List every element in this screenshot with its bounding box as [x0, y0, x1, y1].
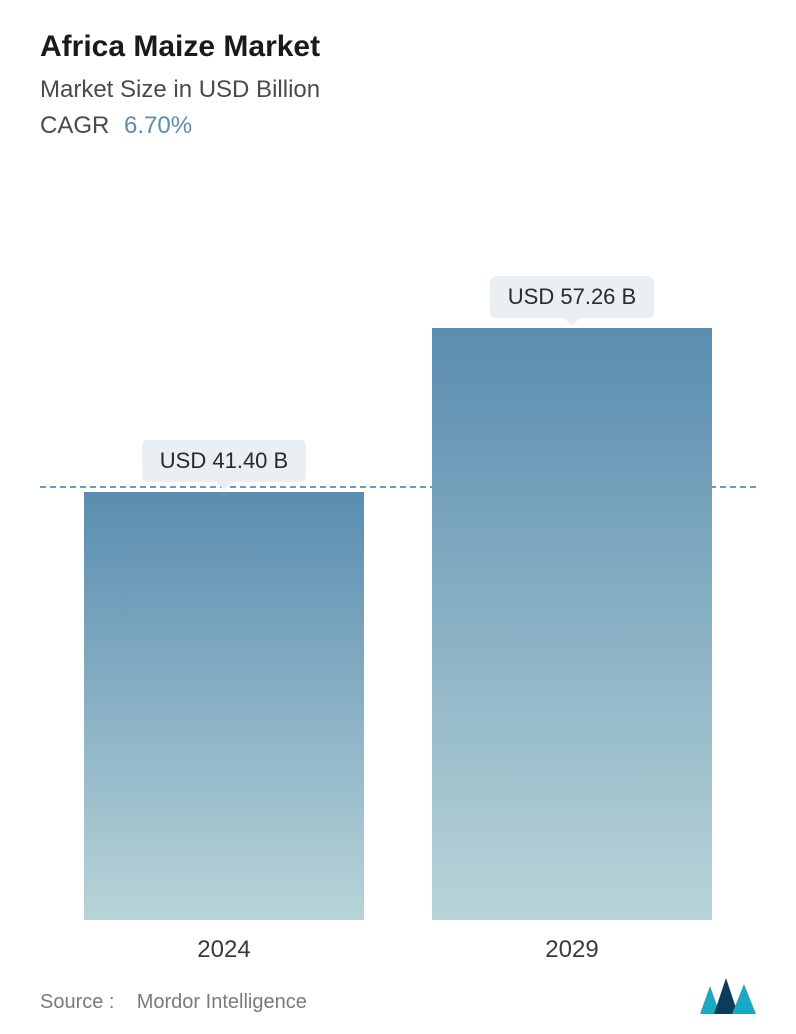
bar [432, 328, 712, 920]
x-axis-label: 2029 [545, 936, 598, 964]
source-name: Mordor Intelligence [137, 991, 307, 1013]
bar [84, 492, 364, 920]
source-text: Source : Mordor Intelligence [40, 991, 307, 1014]
cagr-row: CAGR 6.70% [40, 112, 756, 140]
chart-subtitle: Market Size in USD Billion [40, 76, 756, 104]
chart-footer: Source : Mordor Intelligence [40, 978, 756, 1014]
logo-icon [700, 978, 756, 1014]
value-badge: USD 41.40 B [142, 440, 306, 482]
bar-group: USD 57.26 B 2029 [432, 276, 712, 964]
x-axis-label: 2024 [197, 936, 250, 964]
bar-group: USD 41.40 B 2024 [84, 440, 364, 964]
cagr-value: 6.70% [124, 112, 192, 139]
chart-area: USD 41.40 B 2024 USD 57.26 B 2029 [40, 180, 756, 1014]
cagr-label: CAGR [40, 112, 109, 139]
chart-title: Africa Maize Market [40, 30, 756, 64]
source-label: Source : [40, 991, 114, 1013]
value-badge: USD 57.26 B [490, 276, 654, 318]
bars-container: USD 41.40 B 2024 USD 57.26 B 2029 [80, 180, 716, 964]
brand-logo [700, 978, 756, 1014]
